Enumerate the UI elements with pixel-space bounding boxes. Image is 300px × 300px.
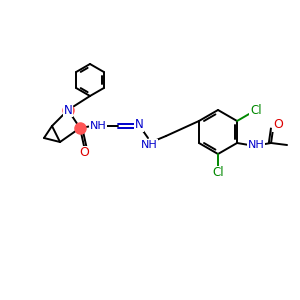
Text: NH: NH bbox=[141, 140, 158, 150]
Text: N: N bbox=[135, 118, 143, 131]
Text: Cl: Cl bbox=[212, 167, 224, 179]
Text: Cl: Cl bbox=[250, 104, 262, 118]
Text: NH: NH bbox=[90, 121, 106, 131]
Text: O: O bbox=[79, 146, 89, 160]
Text: O: O bbox=[273, 118, 283, 130]
Text: N: N bbox=[64, 103, 72, 116]
Text: NH: NH bbox=[248, 140, 264, 150]
